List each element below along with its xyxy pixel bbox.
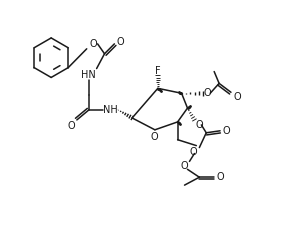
Text: O: O [204,88,211,98]
Text: O: O [222,126,230,136]
Text: O: O [190,147,197,157]
Text: O: O [150,132,158,142]
Text: O: O [216,172,224,182]
Text: O: O [90,39,98,49]
Text: O: O [117,37,124,47]
Text: NH: NH [103,105,118,115]
Text: O: O [233,92,241,102]
Text: HN: HN [81,71,96,80]
Text: O: O [196,120,203,130]
Text: O: O [181,161,188,171]
Text: F: F [155,65,161,76]
Text: O: O [67,121,75,131]
